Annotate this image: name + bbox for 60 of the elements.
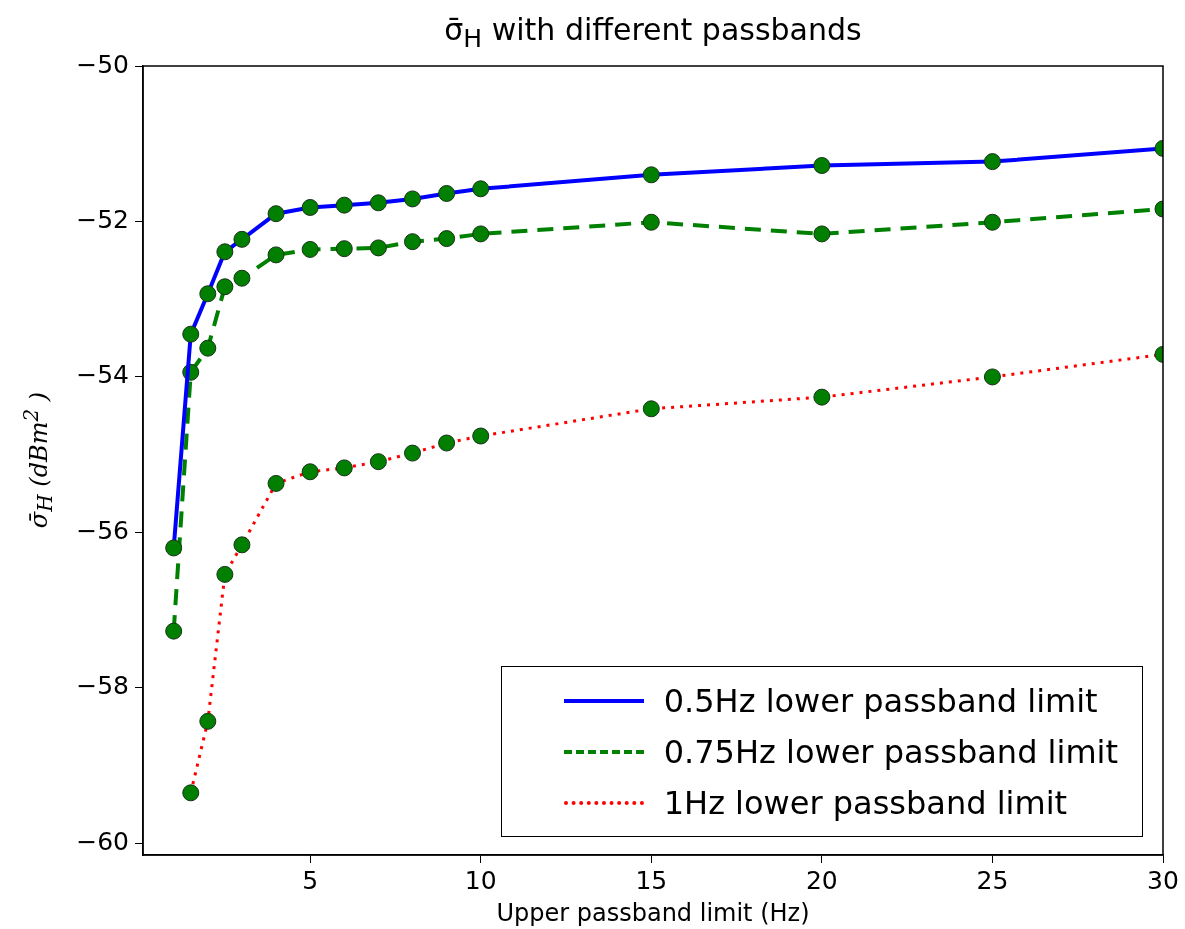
point [233,230,251,248]
y-tick-label: −58 [76,671,129,701]
point [267,205,285,223]
point [983,153,1001,171]
y-tick-label: −54 [76,360,129,390]
point [813,388,831,406]
point [404,444,421,462]
point [438,434,456,452]
y-tick-label: −50 [76,49,129,79]
y-tick-label: −56 [76,515,129,545]
x-tick-label: 15 [635,865,668,895]
point [813,157,831,174]
point [335,459,353,477]
point [182,784,200,802]
point [233,536,251,554]
point [438,184,456,202]
point [165,539,183,557]
point [642,166,660,184]
point [642,400,660,418]
y-tick-label: −52 [76,204,129,234]
legend-label: 0.5Hz lower passband limit [663,681,1098,720]
point [983,368,1001,386]
x-tick-label: 20 [805,865,838,895]
point [199,285,217,303]
point [983,213,1001,231]
x-tick-label: 30 [1147,865,1179,895]
point [216,278,234,296]
point [472,427,490,445]
point [404,190,421,208]
point [404,233,421,251]
point [199,712,217,730]
point [369,239,387,257]
point [813,225,831,243]
point [216,243,234,261]
point [301,463,319,481]
x-tick-label: 10 [464,865,497,895]
legend-label: 0.75Hz lower passband limit [663,732,1118,771]
legend-label: 1Hz lower passband limit [663,783,1068,822]
point [369,194,387,212]
point [216,565,234,583]
point [165,622,183,640]
point [267,246,285,264]
x-tick-label: 5 [302,865,319,895]
point [199,339,217,357]
point [301,240,319,258]
x-tick-label: 25 [976,865,1009,895]
point [182,325,200,343]
point [233,269,251,287]
point [335,240,353,258]
point [472,180,490,198]
x-axis-title: Upper passband limit (Hz) [496,898,810,927]
point [335,196,353,214]
point [438,230,456,248]
chart-title: σ̄$_{H}$ with different passbands [443,12,863,53]
point [472,225,490,243]
y-tick-label: −60 [76,826,129,856]
point [642,213,660,231]
point [301,198,319,216]
point [267,474,285,492]
point [369,453,387,471]
